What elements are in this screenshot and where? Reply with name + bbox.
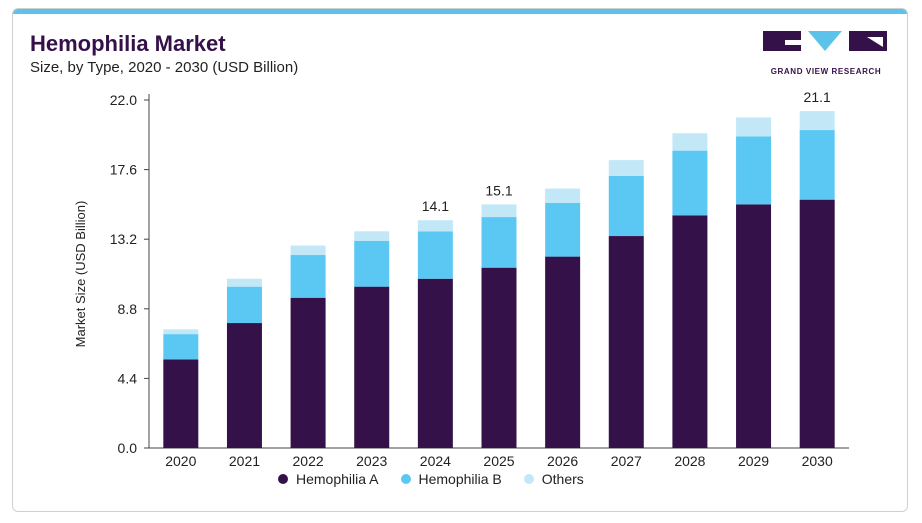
chart-legend: Hemophilia A Hemophilia B Others — [278, 471, 584, 487]
bar-hemophilia-a-2029 — [736, 204, 772, 448]
bar-hemophilia-b-2023 — [354, 240, 390, 287]
y-tick-label: 22.0 — [110, 92, 137, 108]
logo-text: GRAND VIEW RESEARCH — [770, 67, 882, 76]
logo-right-notch — [867, 37, 883, 47]
bar-hemophilia-b-2022 — [290, 255, 326, 298]
logo-right-block — [849, 31, 887, 51]
bar-hemophilia-a-2026 — [545, 256, 581, 448]
bar-hemophilia-a-2024 — [417, 278, 453, 448]
grand-view-research-logo: GRAND VIEW RESEARCH — [763, 31, 889, 77]
legend-dot-hemophilia-a — [278, 474, 288, 484]
legend-label-hemophilia-b: Hemophilia B — [418, 471, 502, 487]
bar-hemophilia-a-2027 — [608, 236, 644, 448]
total-label-2024: 14.1 — [422, 198, 449, 214]
x-tick-label: 2028 — [674, 453, 705, 469]
bar-others-2026 — [545, 188, 581, 203]
bar-others-2024 — [417, 220, 453, 232]
chart-title: Hemophilia Market — [30, 31, 226, 56]
legend-label-others: Others — [541, 471, 584, 487]
total-label-2030: 21.1 — [804, 89, 831, 105]
bar-hemophilia-a-2020 — [163, 359, 199, 448]
legend-item-hemophilia-a: Hemophilia A — [278, 471, 379, 487]
bar-others-2023 — [354, 231, 390, 241]
legend-item-hemophilia-b: Hemophilia B — [400, 471, 502, 487]
x-tick-label: 2029 — [738, 453, 769, 469]
y-tick-label: 4.4 — [118, 370, 138, 386]
bar-hemophilia-b-2029 — [736, 136, 772, 205]
x-tick-label: 2024 — [420, 453, 451, 469]
bar-hemophilia-b-2027 — [608, 175, 644, 237]
y-tick-label: 8.8 — [118, 301, 138, 317]
x-tick-label: 2021 — [229, 453, 260, 469]
bar-hemophilia-a-2030 — [799, 199, 835, 448]
bar-hemophilia-b-2021 — [226, 286, 262, 324]
bar-hemophilia-b-2020 — [163, 334, 199, 360]
bar-others-2029 — [736, 117, 772, 137]
x-tick-label: 2030 — [802, 453, 833, 469]
legend-item-others: Others — [523, 471, 584, 487]
x-tick-label: 2020 — [165, 453, 196, 469]
legend-dot-hemophilia-b — [400, 474, 411, 484]
total-label-2025: 15.1 — [485, 182, 512, 198]
bar-others-2020 — [163, 329, 199, 335]
legend-dot-others — [523, 474, 534, 484]
bar-hemophilia-b-2030 — [799, 130, 835, 200]
bar-others-2028 — [672, 133, 708, 151]
bar-hemophilia-b-2028 — [672, 150, 708, 216]
bar-hemophilia-a-2023 — [354, 286, 390, 448]
logo-left-notch — [785, 40, 801, 45]
y-axis-label: Market Size (USD Billion) — [73, 201, 88, 348]
bar-hemophilia-a-2021 — [226, 323, 262, 448]
y-tick-label: 13.2 — [110, 231, 137, 247]
y-tick-label: 17.6 — [110, 162, 137, 178]
bar-hemophilia-a-2028 — [672, 215, 708, 448]
bar-hemophilia-b-2026 — [545, 202, 581, 257]
top-accent-bar — [13, 9, 907, 14]
logo-left-block — [763, 31, 801, 51]
x-tick-label: 2023 — [356, 453, 387, 469]
x-tick-label: 2026 — [547, 453, 578, 469]
bar-hemophilia-b-2024 — [417, 231, 453, 279]
bar-others-2030 — [799, 111, 835, 131]
bar-others-2027 — [608, 160, 644, 176]
chart-subtitle: Size, by Type, 2020 - 2030 (USD Billion) — [30, 59, 299, 76]
x-tick-label: 2022 — [293, 453, 324, 469]
legend-label-hemophilia-a: Hemophilia A — [296, 471, 379, 487]
x-tick-label: 2027 — [611, 453, 642, 469]
bar-others-2022 — [290, 245, 326, 256]
logo-center-triangle — [808, 31, 842, 51]
bar-others-2025 — [481, 204, 517, 218]
logo-mark-icon — [763, 31, 887, 51]
bar-others-2021 — [226, 278, 262, 287]
y-tick-label: 0.0 — [118, 440, 138, 456]
bar-hemophilia-a-2025 — [481, 267, 517, 448]
x-tick-label: 2025 — [483, 453, 514, 469]
bar-hemophilia-b-2025 — [481, 217, 517, 268]
bar-hemophilia-a-2022 — [290, 297, 326, 448]
